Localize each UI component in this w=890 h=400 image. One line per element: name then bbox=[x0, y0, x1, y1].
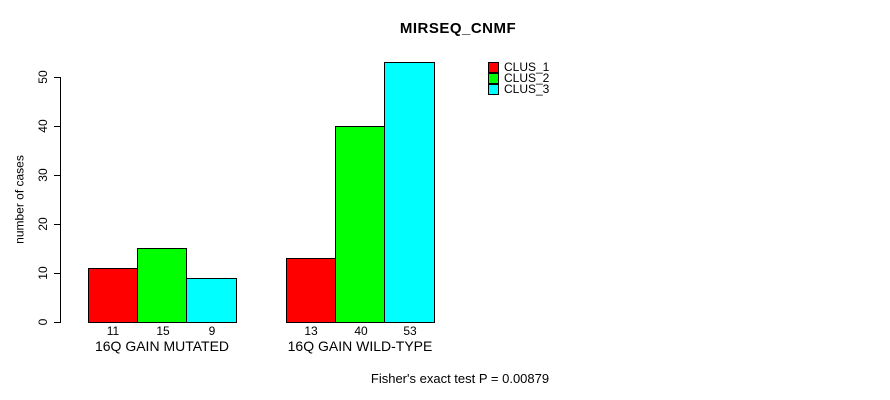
y-axis-label: number of cases bbox=[12, 155, 27, 244]
y-axis-tick bbox=[54, 224, 61, 225]
legend-swatch-clus_3 bbox=[488, 84, 499, 95]
bar-clus_2 bbox=[137, 248, 187, 323]
y-axis-tick bbox=[54, 77, 61, 78]
category-label: 16Q GAIN WILD-TYPE bbox=[287, 338, 433, 354]
legend-swatch-clus_1 bbox=[488, 62, 499, 73]
legend-label: CLUS_3 bbox=[504, 82, 550, 96]
y-axis-tick bbox=[54, 175, 61, 176]
bar-clus_2 bbox=[335, 126, 385, 323]
bar-value-label: 9 bbox=[208, 324, 216, 338]
legend-label: CLUS_2 bbox=[504, 71, 550, 85]
legend: CLUS_1 CLUS_2 CLUS_3 bbox=[488, 60, 550, 96]
y-axis-tick bbox=[54, 273, 61, 274]
y-axis-tick-label: 30 bbox=[36, 168, 50, 182]
legend-item: CLUS_1 bbox=[488, 60, 550, 74]
bar-clus_3 bbox=[186, 278, 237, 323]
y-axis-tick-label: 10 bbox=[36, 266, 50, 280]
annotation-text: Fisher's exact test P = 0.00879 bbox=[370, 371, 550, 386]
chart-title: MIRSEQ_CNMF bbox=[399, 20, 517, 37]
bar-value-label: 40 bbox=[354, 324, 368, 338]
y-axis-line bbox=[60, 77, 61, 323]
legend-label: CLUS_1 bbox=[504, 60, 550, 74]
legend-swatch-clus_2 bbox=[488, 73, 499, 84]
category-label: 16Q GAIN MUTATED bbox=[94, 338, 230, 354]
legend-item: CLUS_3 bbox=[488, 82, 550, 96]
legend-item: CLUS_2 bbox=[488, 71, 550, 85]
bar-value-label: 13 bbox=[304, 324, 318, 338]
y-axis-tick-label: 20 bbox=[36, 217, 50, 231]
y-axis-tick-label: 50 bbox=[36, 70, 50, 84]
y-axis-tick-label: 40 bbox=[36, 119, 50, 133]
bar-value-label: 15 bbox=[156, 324, 170, 338]
bar-value-label: 11 bbox=[106, 324, 120, 338]
bar-clus_1 bbox=[286, 258, 336, 323]
y-axis-tick-label: 0 bbox=[36, 318, 50, 326]
y-axis-tick bbox=[54, 126, 61, 127]
bar-clus_1 bbox=[88, 268, 138, 323]
bar-clus_3 bbox=[384, 62, 435, 323]
y-axis-tick bbox=[54, 322, 61, 323]
bar-value-label: 53 bbox=[403, 324, 417, 338]
